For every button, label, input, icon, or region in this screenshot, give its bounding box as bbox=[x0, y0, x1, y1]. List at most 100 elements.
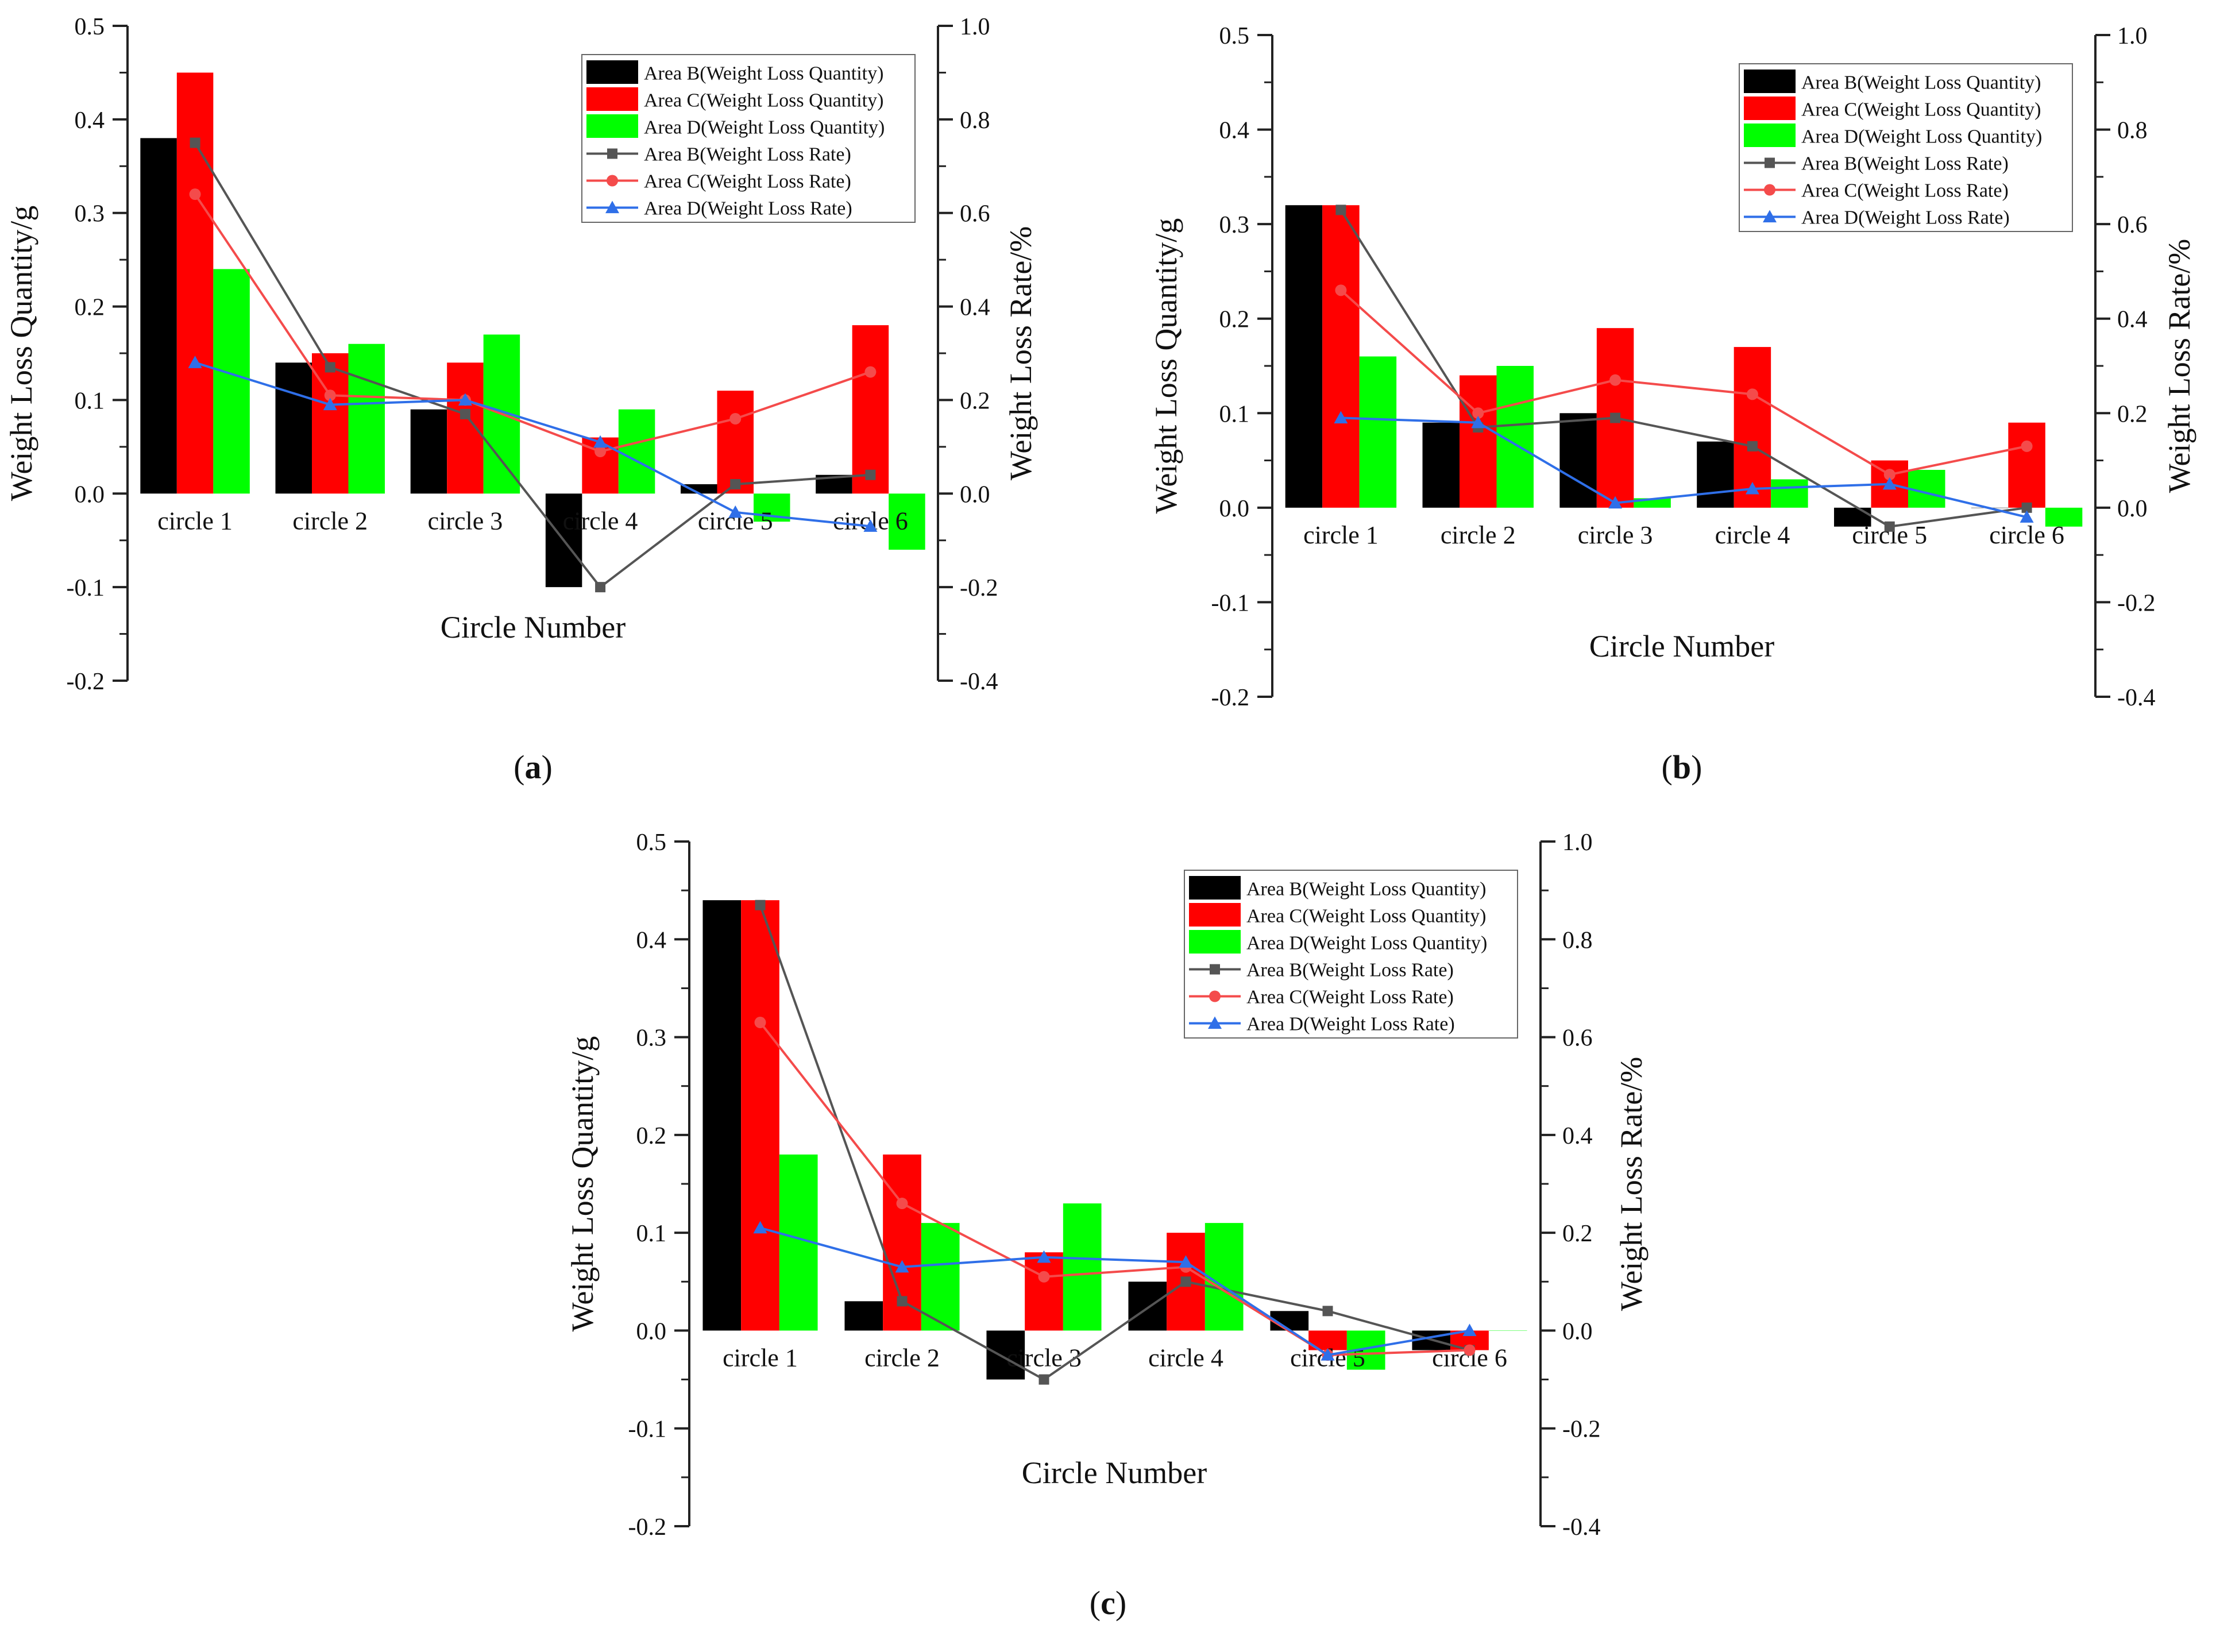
rate-marker-area-b-circle-5 bbox=[730, 479, 741, 489]
bar-area-b-circle-1 bbox=[140, 138, 177, 494]
left-tick-label: 0.5 bbox=[636, 829, 667, 856]
rate-marker-area-c-circle-5 bbox=[729, 413, 742, 424]
left-tick-label: 0.1 bbox=[1219, 401, 1250, 427]
legend-swatch bbox=[1189, 876, 1241, 900]
rate-marker-area-b-circle-2 bbox=[897, 1296, 908, 1307]
x-axis-title: Circle Number bbox=[1022, 1456, 1207, 1490]
bar-area-d-circle-2 bbox=[348, 343, 385, 494]
bar-area-b-circle-1 bbox=[1285, 205, 1323, 508]
right-tick-label: 0.2 bbox=[1562, 1221, 1593, 1247]
rate-marker-area-b-circle-3 bbox=[1038, 1374, 1049, 1385]
left-tick-label: 0.2 bbox=[75, 295, 105, 321]
legend-entry-label: Area B(Weight Loss Quantity) bbox=[644, 63, 883, 84]
rate-marker-area-d-circle-5 bbox=[1882, 477, 1897, 490]
category-tick-label: circle 2 bbox=[864, 1344, 940, 1372]
left-tick-label: -0.1 bbox=[628, 1416, 667, 1443]
right-tick-label: 0.0 bbox=[1562, 1318, 1593, 1345]
rate-marker-area-b-circle-3 bbox=[460, 408, 470, 419]
rate-marker-area-c-circle-5 bbox=[1883, 469, 1895, 481]
legend-marker bbox=[1765, 157, 1775, 168]
left-tick-label: 0.2 bbox=[1219, 307, 1250, 333]
rate-marker-area-d-circle-2 bbox=[323, 397, 337, 411]
y2-axis-title: Weight Loss Rate/% bbox=[1614, 1057, 1649, 1311]
left-tick-label: 0.0 bbox=[75, 481, 105, 508]
x-axis-title: Circle Number bbox=[1589, 629, 1774, 663]
legend-entry-label: Area D(Weight Loss Quantity) bbox=[1801, 126, 2042, 148]
panel-caption: (c) bbox=[1090, 1584, 1126, 1622]
left-tick-label: 0.2 bbox=[636, 1123, 667, 1149]
legend-swatch bbox=[586, 114, 638, 138]
rate-marker-area-c-circle-4 bbox=[1746, 388, 1758, 400]
left-tick-label: -0.1 bbox=[67, 575, 105, 601]
right-tick-label: 0.6 bbox=[2117, 212, 2148, 238]
rate-marker-area-c-circle-2 bbox=[1472, 407, 1484, 419]
left-tick-label: 0.4 bbox=[636, 927, 667, 954]
rate-marker-area-b-circle-1 bbox=[1335, 204, 1346, 215]
legend-swatch bbox=[1744, 97, 1796, 120]
rate-marker-area-d-circle-4 bbox=[593, 435, 608, 448]
right-tick-label: 1.0 bbox=[960, 14, 990, 40]
legend-swatch bbox=[1189, 930, 1241, 954]
bar-area-d-circle-5 bbox=[1908, 470, 1945, 508]
category-tick-label: circle 2 bbox=[1441, 521, 1516, 549]
category-tick-label: circle 4 bbox=[1715, 521, 1790, 549]
legend-entry-label: Area D(Weight Loss Rate) bbox=[1246, 1014, 1455, 1035]
rate-marker-area-d-circle-6 bbox=[863, 519, 878, 532]
right-tick-label: 0.4 bbox=[1562, 1123, 1593, 1149]
category-tick-label: circle 1 bbox=[723, 1344, 798, 1372]
bar-area-c-circle-3 bbox=[1025, 1252, 1063, 1331]
bar-area-c-circle-1 bbox=[741, 900, 779, 1331]
category-tick-label: circle 1 bbox=[157, 507, 233, 535]
bar-area-b-circle-2 bbox=[844, 1301, 883, 1331]
right-tick-label: -0.2 bbox=[960, 575, 998, 601]
legend-marker bbox=[1763, 210, 1777, 223]
rate-marker-area-b-circle-5 bbox=[1322, 1306, 1333, 1317]
bar-area-d-circle-2 bbox=[921, 1223, 960, 1331]
legend-entry-label: Area C(Weight Loss Rate) bbox=[1246, 987, 1454, 1008]
bar-area-b-circle-3 bbox=[1559, 413, 1597, 508]
legend-marker bbox=[607, 175, 618, 187]
rate-marker-area-d-circle-5 bbox=[728, 505, 743, 518]
bar-area-d-circle-1 bbox=[213, 269, 250, 494]
left-tick-label: 0.3 bbox=[75, 201, 105, 227]
rate-marker-area-b-circle-2 bbox=[325, 362, 335, 373]
right-tick-label: -0.2 bbox=[1562, 1416, 1601, 1443]
bar-area-c-circle-5 bbox=[717, 391, 754, 494]
rate-marker-area-d-circle-6 bbox=[2020, 510, 2034, 523]
right-tick-label: 0.8 bbox=[960, 107, 990, 134]
rate-marker-area-c-circle-2 bbox=[324, 389, 336, 402]
bar-area-b-circle-3 bbox=[410, 409, 447, 494]
bar-area-b-circle-4 bbox=[1128, 1282, 1167, 1331]
right-tick-label: 0.6 bbox=[1562, 1025, 1593, 1052]
left-tick-label: 0.5 bbox=[1219, 23, 1250, 49]
category-tick-label: circle 2 bbox=[292, 507, 368, 535]
left-tick-label: 0.1 bbox=[75, 388, 105, 414]
legend-marker bbox=[605, 200, 619, 214]
rate-marker-area-d-circle-4 bbox=[1745, 481, 1759, 495]
right-tick-label: -0.4 bbox=[1562, 1514, 1601, 1541]
legend-entry-label: Area B(Weight Loss Rate) bbox=[644, 144, 851, 165]
left-tick-label: 0.0 bbox=[1219, 496, 1250, 522]
rate-marker-area-b-circle-4 bbox=[1180, 1276, 1191, 1287]
rate-marker-area-c-circle-1 bbox=[189, 188, 201, 200]
bar-area-d-circle-3 bbox=[1063, 1203, 1102, 1331]
legend-marker bbox=[1764, 184, 1775, 196]
bar-area-c-circle-2 bbox=[1460, 375, 1497, 508]
bar-area-c-circle-1 bbox=[1322, 205, 1360, 508]
category-tick-label: circle 3 bbox=[428, 507, 503, 535]
bar-area-d-circle-6 bbox=[1488, 1330, 1527, 1331]
legend-marker bbox=[1209, 990, 1221, 1002]
rate-line-area-d bbox=[194, 361, 871, 528]
legend-entry-label: Area C(Weight Loss Quantity) bbox=[1801, 99, 2041, 121]
left-tick-label: -0.2 bbox=[67, 669, 105, 695]
legend-entry-label: Area D(Weight Loss Rate) bbox=[644, 198, 852, 219]
panel-caption: (a) bbox=[514, 748, 553, 786]
left-tick-label: -0.2 bbox=[1211, 685, 1250, 711]
left-tick-label: 0.4 bbox=[1219, 118, 1250, 144]
legend-entry-label: Area C(Weight Loss Rate) bbox=[644, 171, 851, 192]
rate-marker-area-d-circle-3 bbox=[458, 393, 472, 406]
bar-area-b-circle-5 bbox=[681, 484, 717, 494]
legend-swatch bbox=[586, 60, 638, 84]
rate-marker-area-d-circle-5 bbox=[1321, 1348, 1335, 1361]
legend: Area B(Weight Loss Quantity) Area C(Weigh… bbox=[1184, 870, 1518, 1039]
